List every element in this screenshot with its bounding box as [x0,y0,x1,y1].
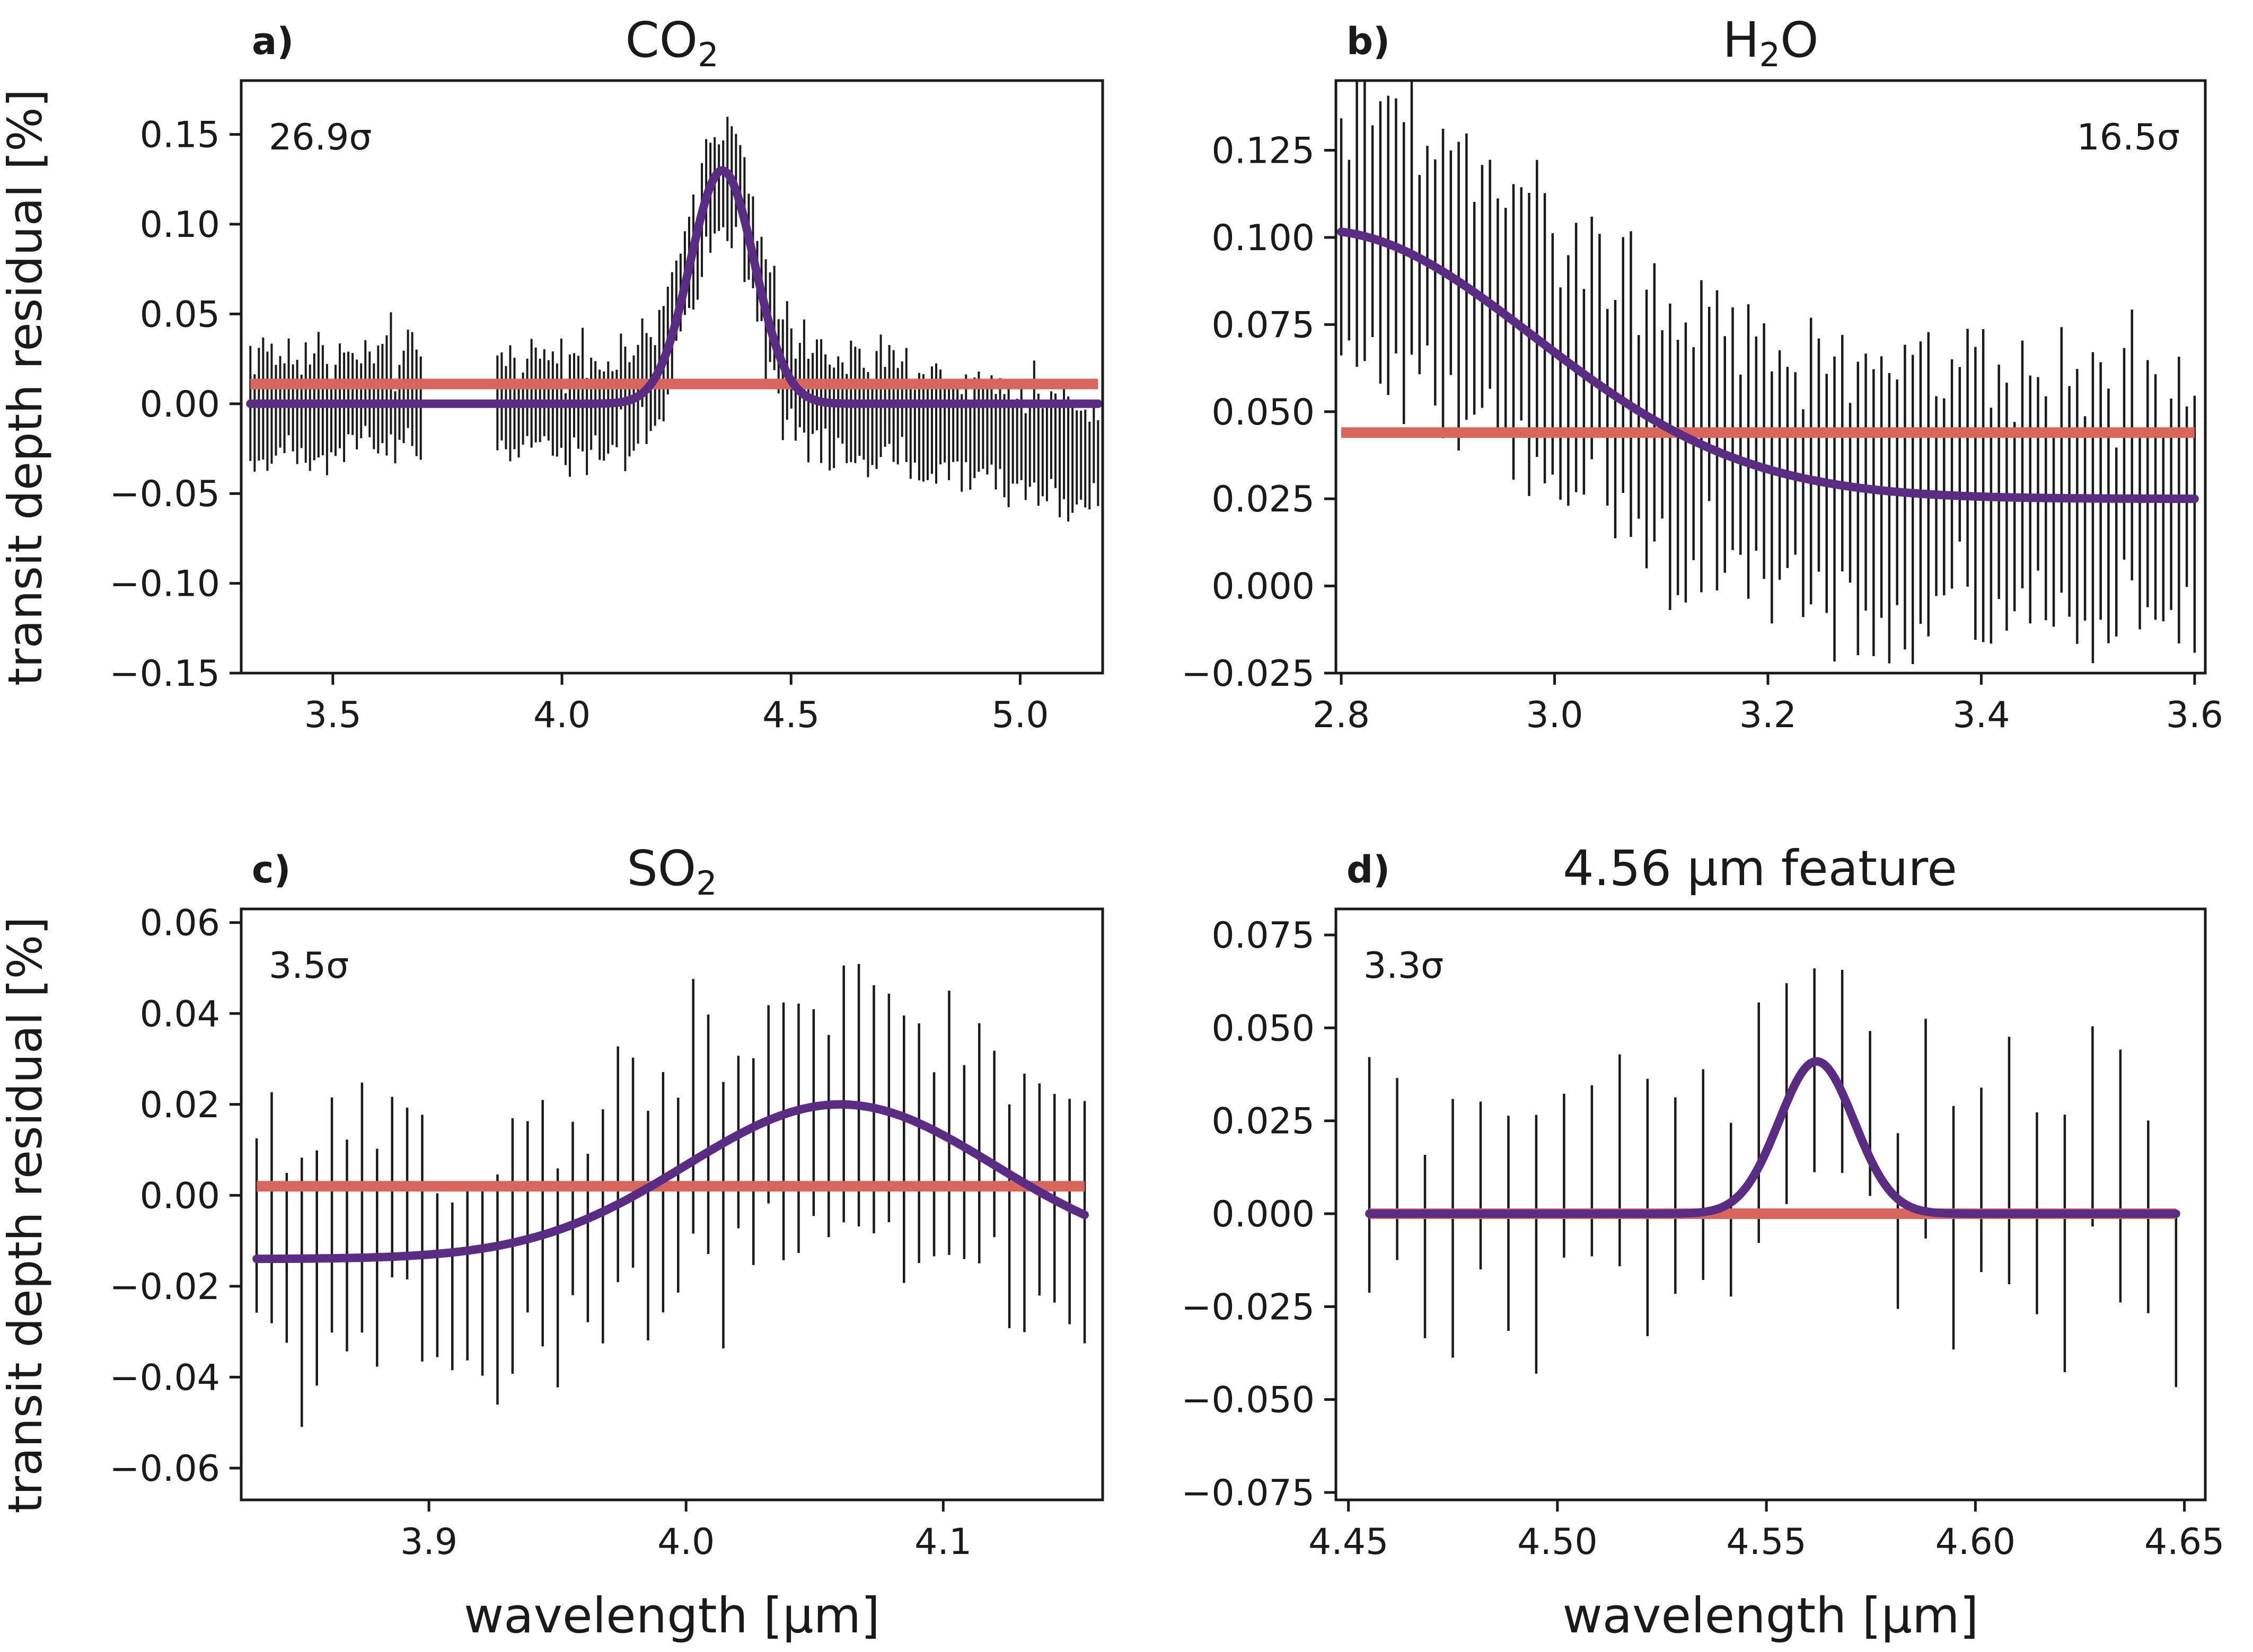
y-tick-label: 0.075 [1211,915,1315,957]
title-main: H [1722,12,1759,68]
x-axis-label: wavelength [µm] [1562,1587,1978,1644]
x-tick-label: 4.55 [1726,1521,1806,1563]
y-tick-label: −0.075 [1181,1472,1315,1514]
x-tick-label: 5.0 [991,694,1049,736]
y-tick-label: −0.02 [110,1266,220,1308]
x-tick-label: 3.6 [2166,694,2223,736]
y-tick-label: 0.025 [1211,479,1315,520]
title-subscript: 2 [1759,36,1780,74]
title-main: 4.56 µm feature [1563,840,1957,897]
panel-d: 4.45 4.50 4.55 4.60 4.65 −0.075 −0.050 −0.025 0.… [1181,840,2224,1644]
significance-label: 26.9σ [269,117,372,158]
y-tick-label: −0.15 [110,653,220,695]
y-tick-label: 0.15 [140,114,220,156]
y-tick-label: 0.000 [1211,566,1315,608]
panel-title: CO2 [625,12,718,74]
significance-label: 16.5σ [2076,117,2180,158]
y-tick-label: 0.050 [1211,1008,1315,1049]
y-axis-label: transit depth residual [%] [0,89,52,686]
y-tick-label: −0.04 [110,1357,220,1399]
significance-label: 3.5σ [269,945,349,987]
x-tick-label: 4.60 [1935,1521,2016,1563]
x-axis-label: wavelength [µm] [464,1587,880,1644]
y-axis-label: transit depth residual [%] [0,916,52,1513]
axes-frame [1334,907,2207,1501]
y-tick-label: 0.02 [140,1084,220,1126]
gaussian-fit-curve [246,166,1103,408]
panel-label: b) [1346,20,1390,63]
y-tick-label: −0.025 [1181,1286,1315,1328]
y-tick-label: 0.025 [1211,1101,1315,1143]
plot-area [246,117,1103,522]
panel-a: 3.5 4.0 4.5 5.0 −0.15 −0.10 −0.05 0.00 0.05 0.10 0… [0,12,1104,736]
plot-area [1337,81,2199,664]
x-tick-label: 3.0 [1526,694,1583,736]
y-tick-label: −0.05 [110,473,220,515]
title-subscript: 2 [696,864,717,903]
y-tick-label: 0.125 [1211,130,1315,172]
x-tick-label: 4.0 [533,694,591,736]
x-tick-label: 4.1 [914,1521,972,1563]
y-tick-label: 0.10 [140,204,220,246]
panel-c: 3.9 4.0 4.1 −0.06 −0.04 −0.02 0.00 0.02 0.04 0.06… [0,840,1104,1644]
y-tick-label: 0.06 [140,903,220,944]
x-tick-label: 4.50 [1517,1521,1597,1563]
panel-label: a) [252,20,294,63]
axes-frame [240,79,1104,675]
x-tick-label: 4.5 [762,694,820,736]
panel-label: c) [252,848,291,891]
y-tick-label: 0.000 [1211,1194,1315,1235]
x-tick-label: 3.2 [1739,694,1797,736]
y-tick-label: 0.100 [1211,217,1315,259]
errorbar-series [1340,81,2196,664]
panel-title: 4.56 µm feature [1563,840,1957,897]
y-tick-label: 0.04 [140,993,220,1035]
y-tick-label: −0.050 [1181,1380,1315,1421]
y-tick-label: 0.050 [1211,392,1315,434]
x-tick-label: 4.45 [1308,1521,1388,1563]
title-tail: O [1780,12,1818,68]
errorbar-series [255,964,1086,1427]
x-tick-label: 3.4 [1952,694,2010,736]
errorbar-series [1368,968,2178,1388]
panel-label: d) [1346,848,1390,891]
y-tick-label: −0.06 [110,1448,220,1490]
y-tick-label: 0.05 [140,294,220,335]
y-tick-label: 0.00 [140,384,220,426]
panel-title: H2O [1722,12,1818,74]
y-tick-label: 0.00 [140,1175,220,1217]
x-tick-label: 4.0 [657,1521,715,1563]
gaussian-fit-curve [252,1100,1089,1264]
x-tick-label: 4.65 [2144,1521,2224,1563]
title-subscript: 2 [698,36,718,74]
y-tick-label: −0.10 [110,563,220,605]
title-main: CO [625,12,698,68]
gaussian-fit-curve [1365,1057,2180,1218]
plot-area [1365,968,2180,1388]
y-tick-label: −0.025 [1181,653,1315,695]
y-tick-label: 0.075 [1211,304,1315,346]
axes-frame [1334,79,2207,675]
title-main: SO [627,840,696,897]
gaussian-fit-curve [1337,227,2199,503]
x-tick-label: 3.9 [400,1521,457,1563]
x-tick-label: 2.8 [1313,694,1370,736]
x-tick-label: 3.5 [304,694,362,736]
significance-label: 3.3σ [1363,945,1444,987]
panel-b: 2.8 3.0 3.2 3.4 3.6 −0.025 0.000 0.025 0.050 0.07… [1181,12,2223,736]
panel-title: SO2 [627,840,717,903]
plot-area [252,964,1089,1427]
axes-frame [240,907,1104,1501]
